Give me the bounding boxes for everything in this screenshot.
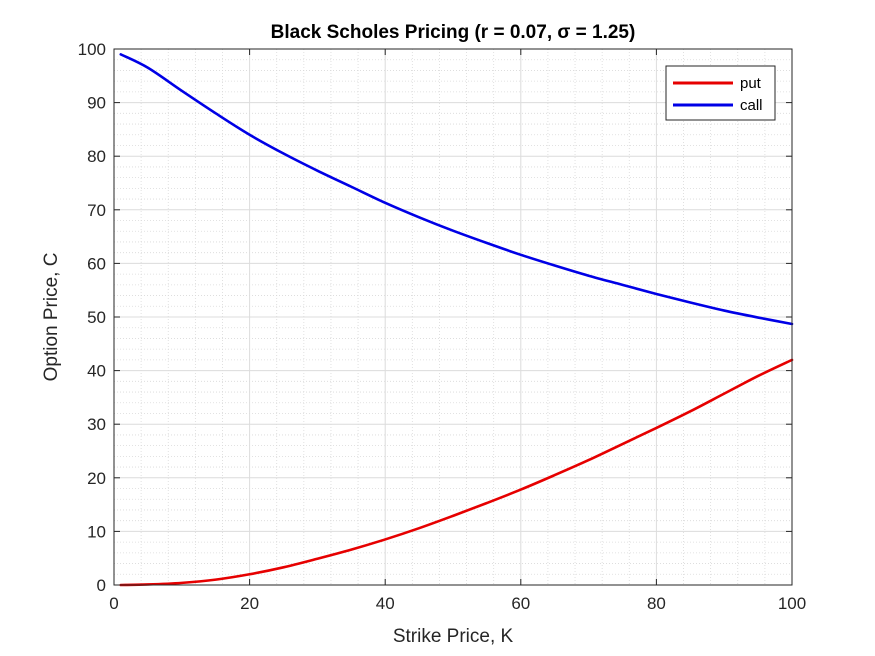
x-tick-label: 20 [240,594,259,613]
y-tick-label: 70 [87,201,106,220]
y-tick-labels: 0 10 20 30 40 50 60 70 80 90 100 [78,40,106,595]
legend-label-call: call [740,97,763,114]
x-tick-label: 60 [511,594,530,613]
y-axis-label: Option Price, C [41,253,62,382]
y-tick-label: 30 [87,415,106,434]
y-tick-label: 20 [87,469,106,488]
y-tick-label: 80 [87,147,106,166]
y-tick-label: 0 [97,576,106,595]
x-axis-label: Strike Price, K [393,626,514,647]
y-tick-label: 40 [87,362,106,381]
y-tick-label: 10 [87,522,106,541]
x-tick-label: 100 [778,594,806,613]
chart-title: Black Scholes Pricing (r = 0.07, σ = 1.2… [271,22,636,43]
series-line-call [119,53,794,326]
y-tick-label: 60 [87,254,106,273]
y-tick-label: 90 [87,94,106,113]
x-tick-labels: 0 20 40 60 80 100 [109,594,806,613]
series-layer [119,53,794,587]
y-tick-label: 50 [87,308,106,327]
y-tick-label: 100 [78,40,106,59]
legend-box [665,65,776,121]
ticks [113,48,793,586]
x-tick-label: 0 [109,594,118,613]
series-line-put [119,358,794,587]
x-tick-label: 80 [647,594,666,613]
legend: put call [665,65,776,121]
legend-label-put: put [740,75,762,92]
x-tick-label: 40 [376,594,395,613]
